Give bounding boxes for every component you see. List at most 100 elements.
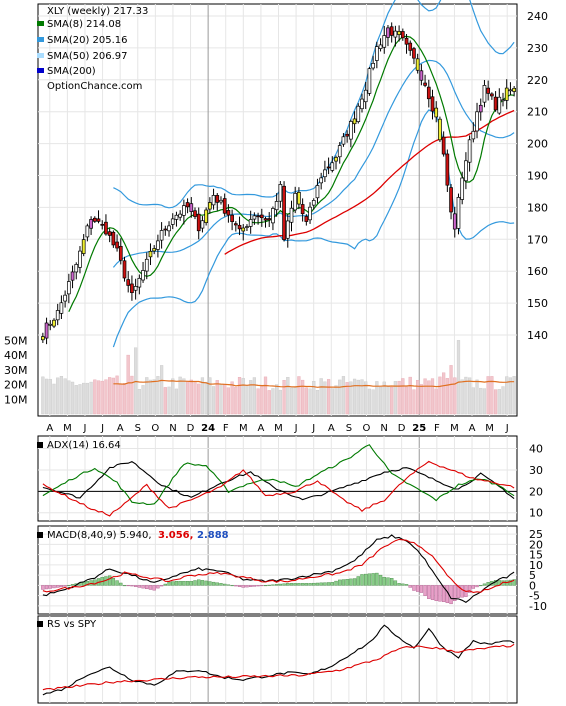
volume-bar xyxy=(460,379,464,415)
x-tick-label: O xyxy=(151,423,159,434)
x-tick-label: M xyxy=(485,423,494,434)
candle-body xyxy=(122,260,127,279)
volume-bar xyxy=(315,390,320,415)
volume-bar xyxy=(512,376,516,415)
macd-hist-bar xyxy=(449,585,453,605)
indicator-line-2 xyxy=(42,460,515,517)
macd-legend-swatch xyxy=(37,532,43,538)
rs-legend-swatch xyxy=(37,621,43,627)
indicator-line-1 xyxy=(42,643,515,691)
price-legend: XLY (weekly) 217.33 SMA(8) 214.08 SMA(20… xyxy=(37,6,148,92)
volume-bar xyxy=(267,390,271,415)
volume-bar xyxy=(456,340,461,415)
price-tick-label: 150 xyxy=(527,297,548,310)
macd-hist-bar xyxy=(85,581,90,586)
macd-hist-bar xyxy=(419,585,424,593)
macd-hist-bar xyxy=(364,573,368,586)
candle-body xyxy=(248,219,253,227)
macd-hist-bar xyxy=(171,581,175,586)
volume-bar xyxy=(271,388,275,415)
volume-bar xyxy=(404,386,409,415)
volume-bar xyxy=(56,377,60,415)
volume-bar xyxy=(141,385,145,415)
candle-body xyxy=(263,218,268,221)
candle-body xyxy=(204,209,208,223)
volume-tick-label: 30M xyxy=(4,364,28,377)
volume-bar xyxy=(78,384,82,415)
candle-body xyxy=(393,30,398,38)
volume-bar xyxy=(245,385,249,415)
candle-body xyxy=(233,223,238,226)
panel-frame-3 xyxy=(37,615,518,704)
macd-hist-bar xyxy=(367,573,372,586)
volume-bar xyxy=(152,379,156,415)
volume-bar xyxy=(493,389,498,415)
volume-bar xyxy=(52,383,56,415)
x-tick-label: D xyxy=(398,423,406,434)
adx-legend-label: ADX(14) 16.64 xyxy=(47,440,121,451)
candle-body xyxy=(308,206,312,221)
macd-hist-bar xyxy=(460,585,464,598)
indicator-line-1 xyxy=(42,538,515,593)
candle-body xyxy=(452,213,457,230)
volume-bar xyxy=(356,379,360,415)
volume-bar xyxy=(108,377,112,415)
macd-hist-bar xyxy=(352,578,357,586)
volume-bar xyxy=(197,383,201,415)
candle-body xyxy=(419,70,424,81)
macd-hist-bar xyxy=(200,580,205,586)
candle-body xyxy=(174,214,179,220)
volume-tick-label: 10M xyxy=(4,393,28,406)
macd-hist-bar xyxy=(300,583,305,586)
macd-hist-bar xyxy=(312,582,316,586)
candle-body xyxy=(52,319,56,327)
adx-lines xyxy=(42,444,515,517)
volume-bar xyxy=(41,376,45,415)
candle-body xyxy=(441,136,446,155)
volume-bar xyxy=(326,379,331,415)
volume-bar xyxy=(204,381,208,415)
volume-bar xyxy=(371,389,375,415)
volume-bar xyxy=(241,378,245,415)
candle-body xyxy=(449,187,453,213)
macd-hist-bar xyxy=(193,580,197,586)
macd-hist-bar xyxy=(133,585,138,587)
volume-bar xyxy=(193,382,197,415)
volume-bar xyxy=(319,378,323,415)
candle-body xyxy=(475,111,479,132)
indicator-tick-label: 30 xyxy=(529,464,543,477)
candle-body xyxy=(426,86,431,100)
price-tick-label: 160 xyxy=(527,265,548,278)
macd-legend: MACD(8,40,9) 5.940, 3.056, 2.888 xyxy=(37,530,229,541)
volume-bar xyxy=(449,365,453,415)
volume-bar xyxy=(189,379,193,415)
macd-histogram xyxy=(41,572,516,605)
sma20-line xyxy=(112,59,515,268)
macd-hist-bar xyxy=(174,581,179,586)
volume-bar xyxy=(163,387,167,415)
candle-body xyxy=(245,226,249,228)
candle-body xyxy=(501,99,505,102)
candle-body xyxy=(478,104,483,113)
volume-bar xyxy=(100,380,104,415)
macd-hist-bar xyxy=(148,585,153,590)
candle-body xyxy=(55,310,60,321)
macd-hist-bar xyxy=(475,585,479,588)
macd-hist-bar xyxy=(360,574,364,586)
macd-hist-bar xyxy=(486,582,490,586)
volume-bar xyxy=(82,382,86,415)
macd-hist-bar xyxy=(338,579,342,586)
candle-body xyxy=(389,26,394,36)
candle-body xyxy=(337,145,342,158)
macd-hist-bar xyxy=(56,585,60,588)
legend-title: XLY (weekly) 217.33 xyxy=(47,6,148,17)
candle-body xyxy=(226,210,231,216)
volume-bar xyxy=(260,385,264,415)
x-tick-label: J xyxy=(100,423,104,434)
volume-bar xyxy=(63,378,67,415)
candle-body xyxy=(367,68,372,94)
candle-body xyxy=(493,96,498,111)
candle-body xyxy=(293,193,298,211)
volume-bar xyxy=(137,389,141,415)
macd-hist-bar xyxy=(293,583,297,586)
